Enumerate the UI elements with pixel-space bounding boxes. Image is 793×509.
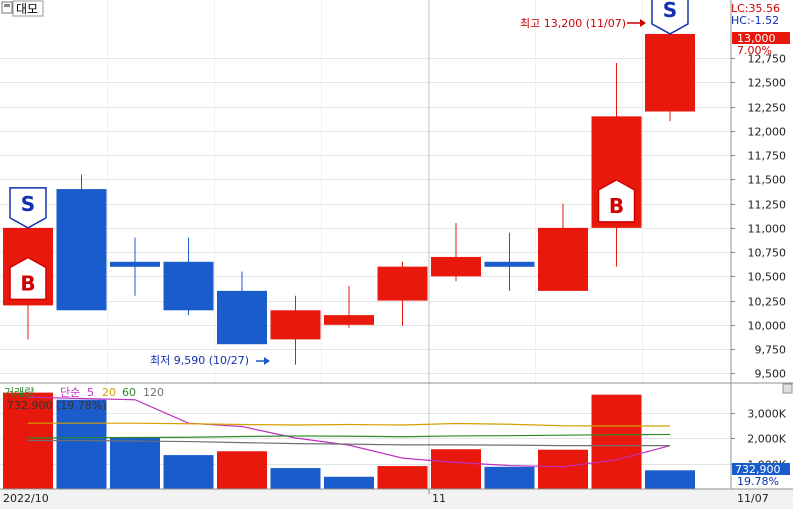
panel-resize-handle[interactable] bbox=[782, 383, 793, 394]
volume-bar[interactable] bbox=[110, 438, 160, 489]
volume-bar[interactable] bbox=[377, 466, 428, 489]
hc-status: HC:-1.52 bbox=[731, 14, 779, 27]
x-label-last: 11/07 bbox=[737, 492, 769, 505]
price-tick-label: 11,000 bbox=[748, 223, 787, 236]
ma-line-5 bbox=[27, 396, 671, 468]
candle[interactable] bbox=[324, 286, 374, 328]
volume-tick-label: 3,000K bbox=[747, 408, 786, 421]
signal-markers[interactable]: S B B S bbox=[9, 0, 689, 301]
volume-tick-label: 2,000K bbox=[747, 433, 786, 446]
price-tick-label: 12,750 bbox=[748, 53, 787, 66]
volume-bar[interactable] bbox=[324, 476, 374, 489]
price-tick-label: 10,500 bbox=[748, 271, 787, 284]
signal-label: B bbox=[609, 194, 624, 218]
candle-body[interactable] bbox=[324, 315, 374, 325]
x-label-month: 11 bbox=[432, 492, 446, 505]
ma-legend-label: 단순 bbox=[60, 386, 80, 399]
candle[interactable] bbox=[431, 223, 481, 282]
volume-legend-label: 거래량 bbox=[4, 386, 34, 399]
price-axis: 9,500 9,750 10,000 10,250 10,500 10,750 11,000… bbox=[731, 53, 786, 381]
box-icon[interactable] bbox=[1, 1, 13, 14]
price-tick-label: 11,500 bbox=[748, 174, 787, 187]
low-annotation: 최저 9,590 (10/27) bbox=[150, 354, 249, 367]
low-arrow-icon bbox=[256, 357, 270, 365]
lc-status: LC:35.56 bbox=[731, 2, 780, 15]
price-tick-label: 10,750 bbox=[748, 247, 787, 260]
ma-line-120 bbox=[28, 439, 670, 447]
volume-ma-lines bbox=[27, 396, 671, 468]
price-tick-label: 11,750 bbox=[748, 150, 787, 163]
current-price-text: 13,000 bbox=[737, 32, 776, 45]
candle[interactable] bbox=[217, 271, 267, 345]
price-tick-label: 10,000 bbox=[748, 320, 787, 333]
volume-bar[interactable] bbox=[645, 470, 695, 489]
volume-bar[interactable] bbox=[538, 449, 588, 489]
price-tick-label: 12,500 bbox=[748, 77, 787, 90]
candle[interactable] bbox=[377, 261, 428, 326]
high-annotation: 최고 13,200 (11/07) bbox=[520, 17, 626, 30]
current-change-text: 7.00% bbox=[737, 44, 772, 57]
signal-label: S bbox=[663, 0, 677, 22]
symbol-label[interactable]: 대모 bbox=[16, 2, 38, 16]
price-tick-label: 12,250 bbox=[748, 102, 787, 115]
signal-label: B bbox=[20, 271, 35, 295]
volume-badge-text: 732,900 bbox=[735, 463, 781, 476]
volume-bar[interactable] bbox=[56, 399, 107, 489]
candle[interactable] bbox=[163, 237, 214, 316]
candle[interactable] bbox=[270, 295, 321, 365]
current-price-badge bbox=[732, 32, 790, 44]
high-arrow-icon bbox=[627, 19, 646, 27]
ma-period-60: 60 bbox=[122, 386, 136, 399]
ma-line-60 bbox=[27, 433, 671, 439]
candle-body[interactable] bbox=[163, 261, 214, 311]
volume-bar[interactable] bbox=[163, 455, 214, 489]
x-axis-bar bbox=[0, 489, 793, 509]
candle-body[interactable] bbox=[538, 227, 588, 291]
sell-signal-icon[interactable]: S bbox=[651, 0, 689, 35]
sell-signal-icon[interactable]: S bbox=[9, 187, 47, 229]
candle-body[interactable] bbox=[110, 261, 160, 267]
candle[interactable] bbox=[56, 174, 107, 311]
candle-body[interactable] bbox=[645, 33, 695, 112]
volume-bar[interactable] bbox=[591, 394, 642, 489]
candle-body[interactable] bbox=[484, 261, 535, 267]
volume-badge bbox=[732, 463, 790, 475]
volume-bar[interactable] bbox=[217, 451, 267, 489]
volume-bar[interactable] bbox=[270, 468, 321, 489]
ma-period-120: 120 bbox=[143, 386, 164, 399]
ma-period-20: 20 bbox=[102, 386, 116, 399]
ma-period-5: 5 bbox=[87, 386, 94, 399]
buy-signal-icon[interactable]: B bbox=[9, 256, 47, 301]
price-tick-label: 9,750 bbox=[755, 344, 787, 357]
symbol-toolbar[interactable]: 대모 bbox=[1, 0, 44, 17]
buy-signal-icon[interactable]: B bbox=[597, 179, 636, 223]
price-tick-label: 10,250 bbox=[748, 296, 787, 309]
candle[interactable] bbox=[538, 203, 588, 291]
candle-body[interactable] bbox=[270, 310, 321, 340]
candle[interactable] bbox=[110, 237, 160, 296]
volume-current-readout: 732,900 (19.78%) bbox=[7, 399, 107, 412]
candle-body[interactable] bbox=[217, 290, 267, 345]
candle-body[interactable] bbox=[377, 266, 428, 301]
candle-body[interactable] bbox=[56, 189, 107, 311]
price-tick-label: 12,000 bbox=[748, 126, 787, 139]
volume-bar[interactable] bbox=[431, 449, 481, 489]
candle[interactable] bbox=[645, 14, 695, 122]
ma-line-20 bbox=[28, 422, 670, 427]
candle[interactable] bbox=[484, 232, 535, 291]
signal-label: S bbox=[21, 192, 35, 216]
price-tick-label: 9,500 bbox=[755, 368, 787, 381]
price-tick-label: 11,250 bbox=[748, 199, 787, 212]
volume-badge-pct: 19.78% bbox=[737, 475, 779, 488]
candle-body[interactable] bbox=[431, 256, 481, 277]
volume-bar[interactable] bbox=[484, 466, 535, 489]
volume-bars[interactable] bbox=[3, 392, 695, 489]
x-label-start: 2022/10 bbox=[3, 492, 49, 505]
